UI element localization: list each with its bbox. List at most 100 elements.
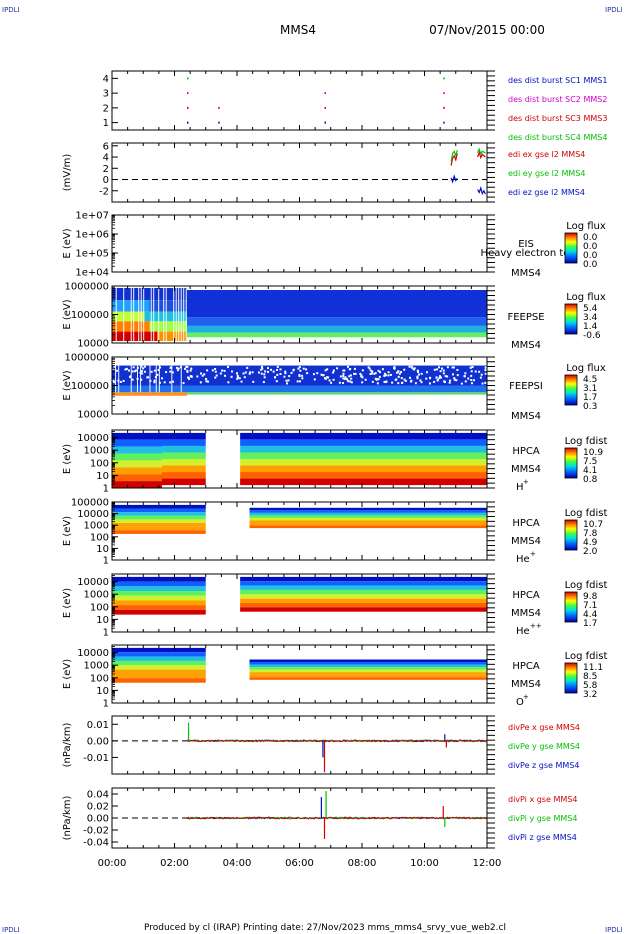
spectrogram-gap [391,381,394,384]
colorbar-tick-label: 3.4 [583,313,598,323]
y-tick-label: -0.04 [83,838,109,849]
spectrogram-gap [122,379,125,382]
spectrogram-gap [231,370,234,373]
ion-label: O [516,697,524,708]
spectrogram-gap [332,378,335,381]
colorbar-title: Log fdist [565,508,608,519]
spectrogram-gap [375,378,378,381]
spectrogram-cell [159,288,162,301]
spectrogram-gap [350,377,353,380]
spectrogram-gap [342,369,345,372]
spectrogram-gap [177,367,180,370]
spectrogram-gap [251,371,254,374]
spectrogram-gap [373,372,376,375]
colorbar-tick-label: 4.1 [583,466,597,476]
spectrogram-gap [161,377,164,380]
spectrogram-cell [119,321,122,332]
y-tick-label: 10000 [77,410,109,421]
spectrogram-gap [298,375,301,378]
spectrogram-gap [384,381,387,384]
spectrogram-gap [348,375,351,378]
spectrogram-gap [130,362,132,395]
spectrogram-gap [163,381,166,384]
spectrogram-gap [171,371,174,374]
spectrogram-gap [205,380,208,383]
y-tick-label: 1 [103,628,109,639]
spectrogram-gap [172,380,175,383]
spectrogram-gap [451,373,454,376]
panel-burst: 1 2 3 4 des dist burst SC1 MMS1 des dist burs… [103,70,607,142]
y-tick-label: 0.00 [87,814,109,825]
y-tick-label: 0.04 [87,790,109,801]
colorbar-tick-label: 5.8 [583,681,598,691]
spectrogram-gap [344,376,347,379]
spectrogram-cell [249,520,487,524]
y-tick-label: 1 [103,556,109,567]
spectrogram-gap [178,288,180,341]
spectrogram-cell [159,311,162,322]
spectrogram-gap [130,288,132,341]
spectrogram-gap [119,380,122,383]
spectrogram-gap [287,379,290,382]
spectrogram-gap [439,375,442,378]
y-tick-label: 1000000 [64,353,109,364]
spectrogram-gap [158,288,160,341]
y-tick-label: 6 [103,141,109,152]
y-tick-label: 10000 [77,339,109,350]
ion-label: H [516,482,524,493]
burst-mark [218,121,220,124]
y-tick-label: 100 [90,532,109,543]
spectrogram-gap [471,365,474,368]
spectrogram-cell [240,581,487,586]
colorbar-tick-label: 4.9 [583,538,598,548]
spectrogram-cell [162,465,206,473]
y-axis-label: (nPa/km) [62,796,73,841]
spectrogram-cell [167,300,170,312]
divp-series-line [186,816,487,820]
spectrogram-gap [196,375,199,378]
spectrogram-gap [342,374,345,377]
spectrogram-cell [117,300,120,312]
y-tick-label: 100000 [71,498,109,509]
legend-entry: divPe y gse MMS4 [508,742,580,751]
spectrogram-cell [187,332,487,338]
spectrogram-cell [112,591,206,596]
spectrogram-gap [159,366,162,369]
spectrogram-gap [336,367,339,370]
spectrogram-gap [464,372,467,375]
species-label: HPCA [512,590,540,601]
spectrogram-cell [240,589,487,595]
spectrogram-gap [170,366,173,369]
y-tick-label: -0.02 [83,826,109,837]
spectrogram-gap [140,362,142,395]
spectrogram-cell [240,459,487,466]
spectrogram-cell [169,288,172,301]
spectrogram-gap [387,371,390,374]
panel-frame [111,715,488,775]
spectrogram-gap [227,381,230,384]
spectrogram-cell [119,288,122,301]
spectrogram-cell [144,321,147,332]
spectrogram-gap [206,380,209,383]
colorbar [564,303,578,335]
spectrogram-gap [273,376,276,379]
spectrogram-gap [219,372,222,375]
spectrogram-cell [159,321,162,332]
spectrogram-gap [350,381,353,384]
spectrogram-gap [371,380,374,383]
spectrogram-cell [112,669,206,674]
spectrogram-gap [433,380,436,383]
y-axis-label: (nPa/km) [62,723,73,768]
spectrogram-gap [371,370,374,373]
ion-charge-label: + [523,478,529,486]
spectrogram-gap [140,365,143,368]
spectrogram-gap [214,367,217,370]
y-axis-label: E (eV) [62,444,73,474]
spectrogram-cell [112,665,206,670]
species-label: HPCA [512,661,540,672]
spectrogram-gap [439,370,442,373]
spectrogram-cell [187,325,487,333]
colorbar [564,662,578,694]
burst-mark [187,121,189,124]
